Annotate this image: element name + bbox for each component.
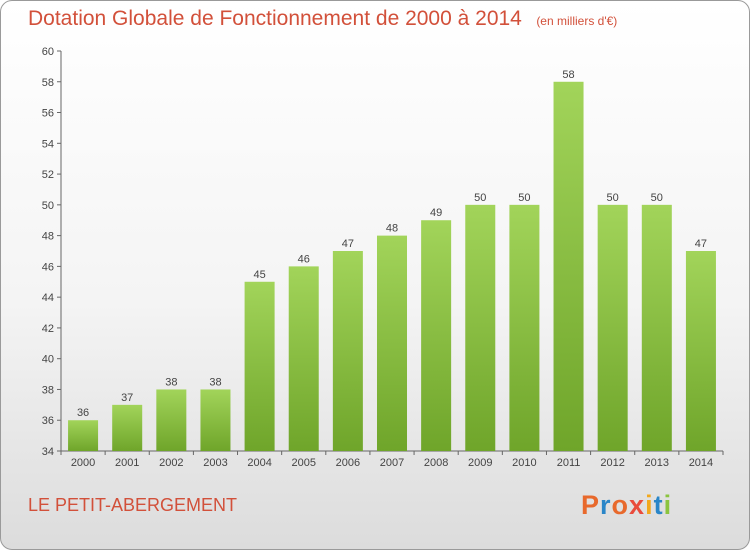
data-label-2013: 50 xyxy=(651,192,663,204)
x-tick-label: 2013 xyxy=(645,457,669,469)
bar-2014 xyxy=(685,251,716,451)
bar-2004 xyxy=(244,281,275,451)
bar-2005 xyxy=(288,266,319,451)
data-label-2011: 58 xyxy=(562,69,574,81)
x-tick-label: 2011 xyxy=(557,457,581,469)
x-tick-label: 2007 xyxy=(380,457,404,469)
x-tick-label: 2012 xyxy=(600,457,624,469)
x-tick-label: 2005 xyxy=(291,457,315,469)
y-tick-label: 44 xyxy=(42,292,54,304)
data-label-2014: 47 xyxy=(695,238,707,250)
data-label-2001: 37 xyxy=(121,392,133,404)
logo-letter: P xyxy=(581,490,601,520)
data-label-2012: 50 xyxy=(607,192,619,204)
data-label-2002: 38 xyxy=(165,376,177,388)
logo-letter: r xyxy=(600,490,612,520)
x-tick-label: 2009 xyxy=(468,457,492,469)
y-tick-label: 40 xyxy=(42,354,54,366)
y-tick-label: 50 xyxy=(42,200,54,212)
title-block: Dotation Globale de Fonctionnement de 20… xyxy=(28,7,617,31)
bar-2006 xyxy=(332,251,363,451)
bar-2001 xyxy=(112,404,143,451)
y-tick-label: 46 xyxy=(42,261,54,273)
y-tick-label: 58 xyxy=(42,77,54,89)
bar-2009 xyxy=(465,204,496,451)
y-tick-label: 54 xyxy=(42,138,54,150)
bar-2002 xyxy=(156,389,187,451)
logo-letter: x xyxy=(629,490,646,520)
x-tick-label: 2001 xyxy=(115,457,139,469)
bar-2000 xyxy=(68,420,99,451)
data-label-2007: 48 xyxy=(386,223,398,235)
y-tick-label: 52 xyxy=(42,169,54,181)
x-tick-label: 2008 xyxy=(424,457,448,469)
bar-2012 xyxy=(597,204,628,451)
logo-letter: o xyxy=(611,490,630,520)
bar-2010 xyxy=(509,204,540,451)
bar-2007 xyxy=(376,235,408,451)
logo-letter: i xyxy=(663,490,673,520)
data-label-2009: 50 xyxy=(474,192,486,204)
x-tick-label: 2010 xyxy=(512,457,536,469)
y-tick-label: 38 xyxy=(42,384,54,396)
data-label-2000: 36 xyxy=(77,407,89,419)
data-label-2006: 47 xyxy=(342,238,354,250)
chart-title: Dotation Globale de Fonctionnement de 20… xyxy=(28,7,522,30)
logo-letter: i xyxy=(645,490,654,520)
data-label-2004: 45 xyxy=(253,269,265,281)
bar-2008 xyxy=(421,220,452,451)
x-tick-label: 2002 xyxy=(159,457,183,469)
chart-subtitle: (en milliers d'€) xyxy=(536,14,618,28)
logo-letter: t xyxy=(653,490,664,520)
y-tick-label: 48 xyxy=(42,231,54,243)
x-tick-label: 2014 xyxy=(689,457,713,469)
data-label-2010: 50 xyxy=(518,192,530,204)
y-tick-label: 34 xyxy=(42,446,54,458)
data-labels: 36 37 38 38 45 46 47 48 49 50 50 58 50 50 47 xyxy=(77,69,707,419)
bar-2003 xyxy=(200,389,231,451)
y-tick-label: 42 xyxy=(42,323,54,335)
y-tick-label: 56 xyxy=(42,108,54,120)
data-label-2008: 49 xyxy=(430,207,442,219)
x-tick-label: 2003 xyxy=(203,457,227,469)
x-tick-label: 2004 xyxy=(247,457,271,469)
bar-2011 xyxy=(553,81,584,452)
y-tick-label: 60 xyxy=(42,46,54,58)
x-tick-label: 2006 xyxy=(336,457,360,469)
data-label-2005: 46 xyxy=(298,253,310,265)
data-label-2003: 38 xyxy=(209,376,221,388)
x-tick-label: 2000 xyxy=(71,457,95,469)
bar-2013 xyxy=(641,204,672,451)
bars xyxy=(68,81,716,452)
proxiti-logo[interactable]: Proxiti xyxy=(581,490,672,521)
y-tick-label: 36 xyxy=(42,415,54,427)
commune-name: LE PETIT-ABERGEMENT xyxy=(28,495,238,515)
